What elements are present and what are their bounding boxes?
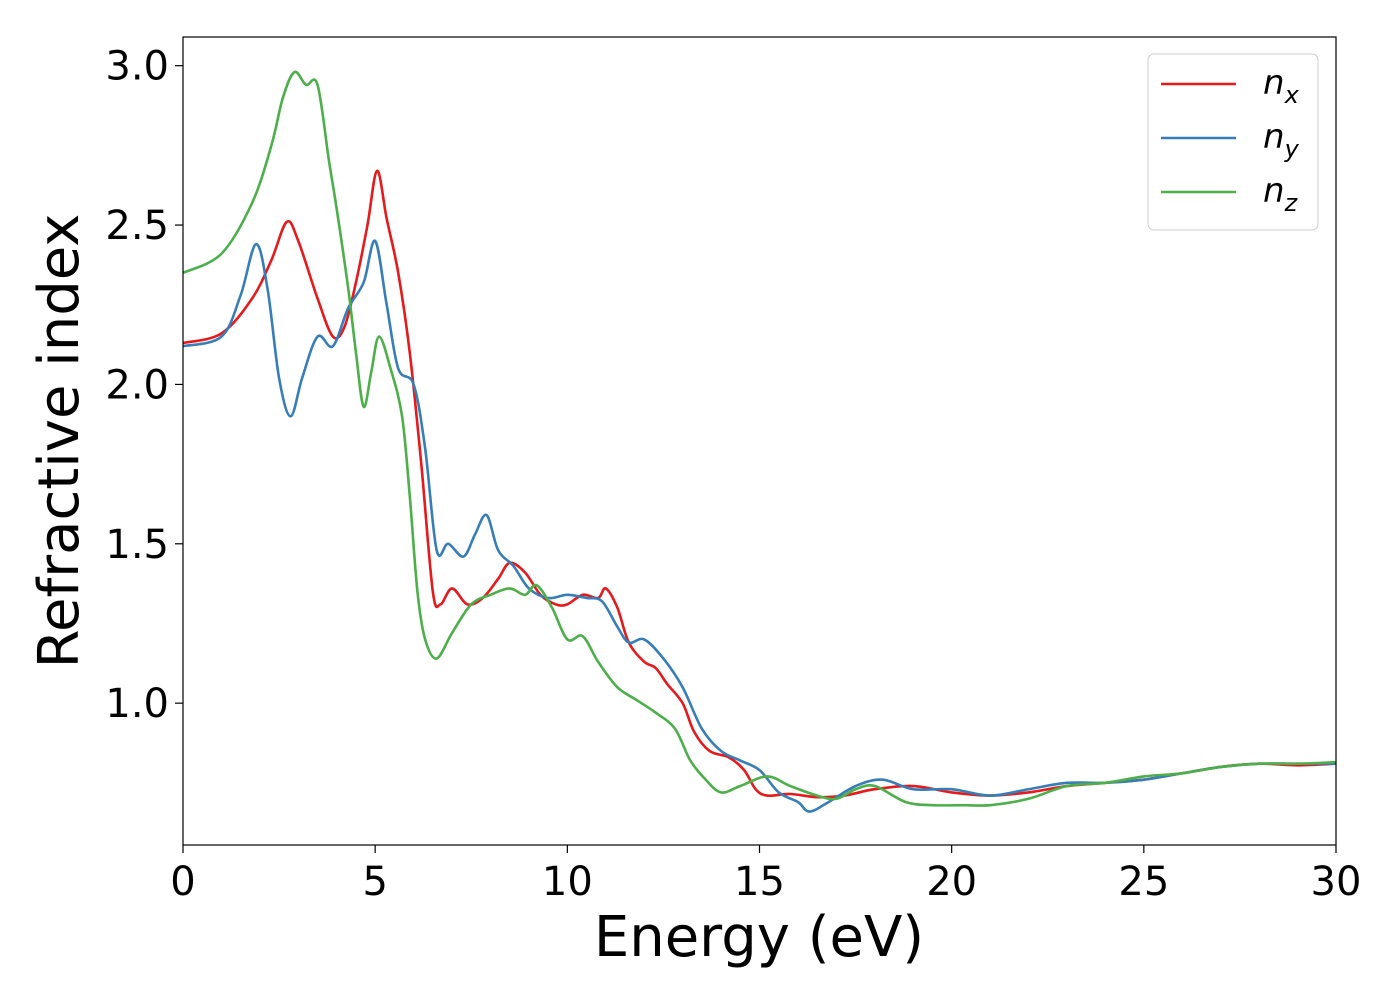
y-tick-label: 1.0	[105, 681, 169, 727]
legend-label-subscript: z	[1284, 189, 1299, 217]
legend-label-z: nz	[1263, 171, 1299, 217]
x-axis-title: Energy (eV)	[594, 905, 924, 970]
series-layer	[182, 70, 1337, 813]
y-tick-label: 3.0	[105, 44, 169, 90]
legend-label-x: nx	[1263, 63, 1300, 109]
x-tick-label: 15	[734, 859, 785, 905]
legend-label-subscript: x	[1284, 81, 1300, 109]
legend-label-base: n	[1263, 117, 1285, 157]
y-axis: 1.0 1.5 2.0 2.5 3.0	[105, 44, 183, 727]
legend-box	[1147, 53, 1319, 231]
legend-label-base: n	[1263, 63, 1285, 103]
legend-label-base: n	[1263, 171, 1285, 211]
x-tick-label: 30	[1311, 859, 1362, 905]
legend-label-subscript: y	[1284, 135, 1300, 163]
y-axis-title: Refractive index	[27, 214, 92, 669]
series-line-y	[182, 239, 1337, 813]
x-tick-label: 5	[362, 859, 387, 905]
x-tick-label: 25	[1118, 859, 1169, 905]
y-tick-label: 2.5	[105, 203, 169, 249]
series-line-z	[182, 70, 1337, 807]
x-tick-label: 10	[542, 859, 593, 905]
legend-label-y: ny	[1263, 117, 1300, 163]
x-axis: 0 5 10 15 20 25 30	[170, 845, 1361, 905]
y-tick-label: 1.5	[105, 522, 169, 568]
x-tick-label: 0	[170, 859, 195, 905]
x-tick-label: 20	[926, 859, 977, 905]
y-tick-label: 2.0	[105, 362, 169, 408]
